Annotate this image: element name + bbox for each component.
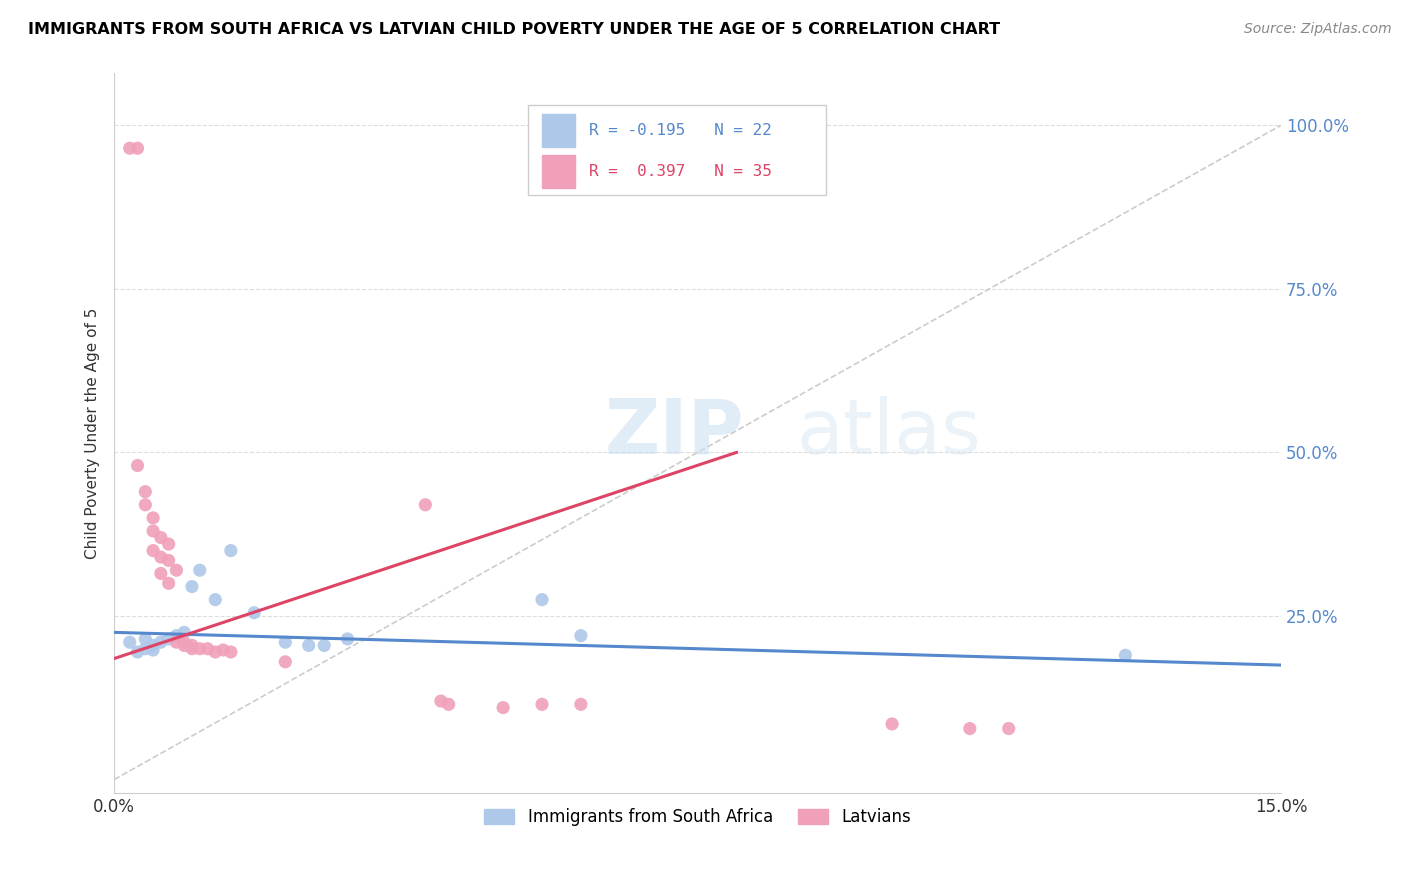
- Point: [134, 484, 156, 499]
- Point: [181, 641, 204, 656]
- Point: [134, 498, 156, 512]
- Point: [212, 643, 235, 657]
- Bar: [543, 155, 575, 188]
- Point: [219, 645, 242, 659]
- Point: [959, 722, 981, 736]
- Point: [997, 722, 1019, 736]
- Point: [274, 635, 297, 649]
- Text: ZIP: ZIP: [605, 396, 744, 470]
- Point: [173, 625, 195, 640]
- Bar: [543, 114, 575, 147]
- Point: [569, 698, 592, 712]
- Point: [204, 645, 226, 659]
- Point: [530, 592, 553, 607]
- Point: [415, 498, 437, 512]
- Point: [530, 698, 553, 712]
- Point: [118, 635, 141, 649]
- Point: [165, 563, 187, 577]
- Point: [157, 537, 180, 551]
- Point: [149, 566, 172, 581]
- Point: [298, 639, 321, 653]
- Point: [165, 629, 187, 643]
- Point: [880, 717, 903, 731]
- Point: [197, 641, 219, 656]
- Legend: Immigrants from South Africa, Latvians: Immigrants from South Africa, Latvians: [475, 800, 920, 835]
- Text: R = -0.195   N = 22: R = -0.195 N = 22: [589, 123, 772, 138]
- Point: [149, 635, 172, 649]
- Point: [165, 635, 187, 649]
- Point: [188, 563, 211, 577]
- FancyBboxPatch shape: [529, 105, 825, 195]
- Text: R =  0.397   N = 35: R = 0.397 N = 35: [589, 164, 772, 179]
- Point: [142, 511, 165, 525]
- Point: [1114, 648, 1136, 663]
- Y-axis label: Child Poverty Under the Age of 5: Child Poverty Under the Age of 5: [86, 307, 100, 558]
- Point: [142, 524, 165, 538]
- Point: [149, 531, 172, 545]
- Point: [188, 641, 211, 656]
- Point: [149, 550, 172, 565]
- Point: [118, 141, 141, 155]
- Point: [204, 592, 226, 607]
- Point: [243, 606, 266, 620]
- Point: [142, 639, 165, 653]
- Point: [134, 641, 156, 656]
- Point: [569, 629, 592, 643]
- Point: [173, 639, 195, 653]
- Point: [274, 655, 297, 669]
- Point: [181, 580, 204, 594]
- Point: [127, 458, 149, 473]
- Point: [127, 645, 149, 659]
- Text: atlas: atlas: [797, 396, 981, 470]
- Point: [142, 643, 165, 657]
- Point: [437, 698, 460, 712]
- Point: [336, 632, 359, 646]
- Point: [157, 553, 180, 567]
- Point: [157, 632, 180, 646]
- Point: [142, 543, 165, 558]
- Point: [430, 694, 453, 708]
- Text: IMMIGRANTS FROM SOUTH AFRICA VS LATVIAN CHILD POVERTY UNDER THE AGE OF 5 CORRELA: IMMIGRANTS FROM SOUTH AFRICA VS LATVIAN …: [28, 22, 1000, 37]
- Point: [219, 543, 242, 558]
- Point: [181, 639, 204, 653]
- Point: [173, 635, 195, 649]
- Text: Source: ZipAtlas.com: Source: ZipAtlas.com: [1244, 22, 1392, 37]
- Point: [127, 141, 149, 155]
- Point: [157, 576, 180, 591]
- Point: [314, 639, 336, 653]
- Point: [134, 632, 156, 646]
- Point: [492, 700, 515, 714]
